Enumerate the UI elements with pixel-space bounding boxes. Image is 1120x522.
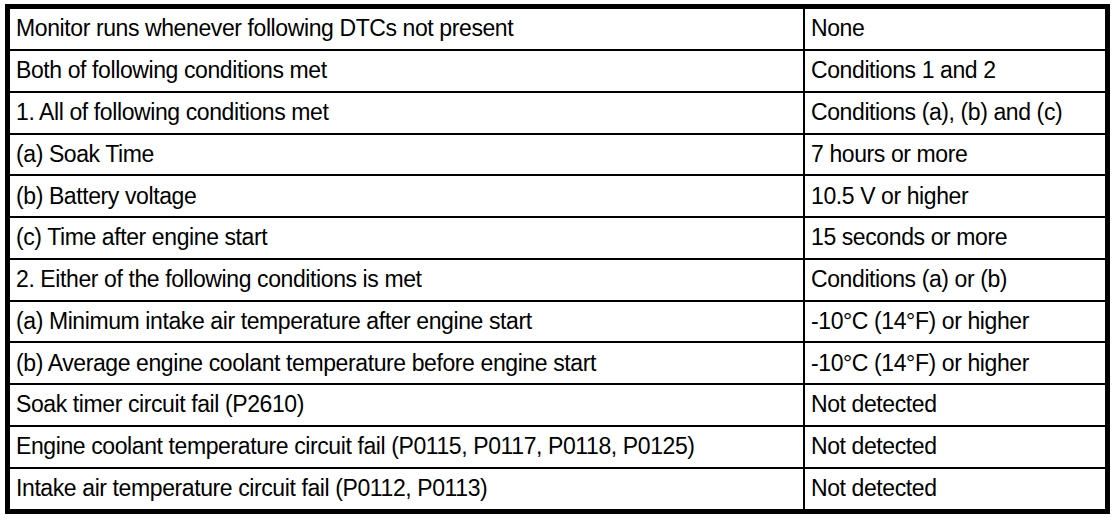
table-row: (b) Average engine coolant temperature b… [8,342,1108,384]
condition-cell: 2. Either of the following conditions is… [8,259,805,301]
value-cell: Not detected [804,384,1108,426]
value-cell: 10.5 V or higher [804,175,1108,217]
condition-cell: Monitor runs whenever following DTCs not… [8,7,805,51]
table-row: (a) Minimum intake air temperature after… [8,301,1108,343]
condition-cell: (c) Time after engine start [8,217,805,259]
value-cell: -10°C (14°F) or higher [804,301,1108,343]
condition-cell: Soak timer circuit fail (P2610) [8,384,805,426]
condition-cell: Engine coolant temperature circuit fail … [8,426,805,468]
value-cell: Not detected [804,468,1108,512]
value-cell: Not detected [804,426,1108,468]
condition-cell: Both of following conditions met [8,50,805,92]
document-page: Monitor runs whenever following DTCs not… [0,0,1120,522]
condition-cell: (a) Minimum intake air temperature after… [8,301,805,343]
table-row: (a) Soak Time 7 hours or more [8,134,1108,176]
value-cell: 7 hours or more [804,134,1108,176]
table-row: (b) Battery voltage 10.5 V or higher [8,175,1108,217]
table-row: 2. Either of the following conditions is… [8,259,1108,301]
table-row: Intake air temperature circuit fail (P01… [8,468,1108,512]
table-row: Soak timer circuit fail (P2610) Not dete… [8,384,1108,426]
value-cell: None [804,7,1108,51]
condition-cell: (b) Battery voltage [8,175,805,217]
monitor-conditions-table: Monitor runs whenever following DTCs not… [5,4,1110,514]
condition-cell: Intake air temperature circuit fail (P01… [8,468,805,512]
condition-cell: (b) Average engine coolant temperature b… [8,342,805,384]
table-row: (c) Time after engine start 15 seconds o… [8,217,1108,259]
value-cell: Conditions 1 and 2 [804,50,1108,92]
value-cell: 15 seconds or more [804,217,1108,259]
value-cell: Conditions (a), (b) and (c) [804,92,1108,134]
value-cell: -10°C (14°F) or higher [804,342,1108,384]
table-row: Monitor runs whenever following DTCs not… [8,7,1108,51]
table-row: Engine coolant temperature circuit fail … [8,426,1108,468]
condition-cell: (a) Soak Time [8,134,805,176]
condition-cell: 1. All of following conditions met [8,92,805,134]
monitor-conditions-table-body: Monitor runs whenever following DTCs not… [8,7,1108,512]
table-row: 1. All of following conditions met Condi… [8,92,1108,134]
table-row: Both of following conditions met Conditi… [8,50,1108,92]
value-cell: Conditions (a) or (b) [804,259,1108,301]
